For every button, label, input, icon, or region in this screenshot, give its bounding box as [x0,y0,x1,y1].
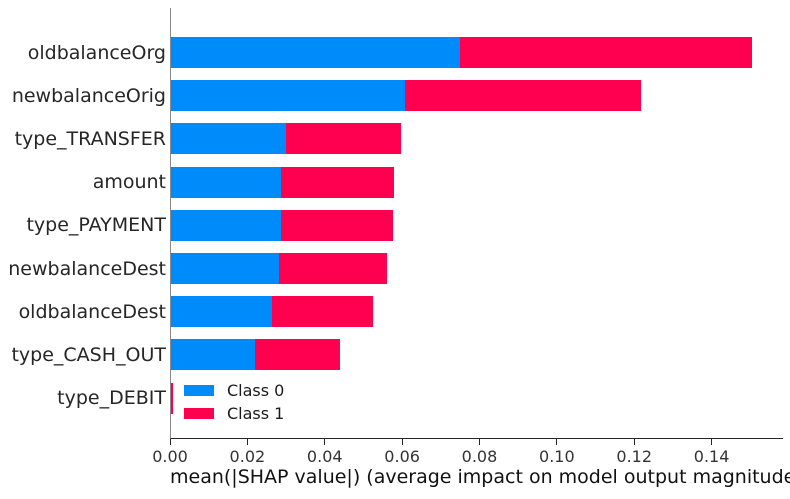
bar-segment-class-1-type_TRANSFER [285,123,402,155]
bar-segment-class-0-newbalanceDest [171,253,280,284]
bar-segment-class-1-newbalanceDest [279,253,388,284]
x-tick-mark [246,439,248,445]
legend-item-class-1: Class 1 [184,403,285,423]
x-tick-mark [478,439,480,445]
x-tick-label: 0.12 [616,447,653,466]
x-tick-mark [401,439,403,445]
x-tick-label: 0.08 [461,447,498,466]
legend-swatch-class-0-icon [184,384,214,396]
bar-segment-class-1-newbalanceOrig [405,80,641,112]
bar-segment-class-0-type_CASH_OUT [171,339,256,371]
bar-row-type_DEBIT [171,382,783,414]
bar-row-newbalanceOrig [171,80,783,112]
bar-row-oldbalanceDest [171,296,783,328]
x-tick-label: 0.00 [152,447,188,466]
x-tick-label: 0.04 [306,447,343,466]
legend-item-class-0: Class 0 [184,380,285,400]
bar-row-type_PAYMENT [171,209,783,241]
bar-row-amount [171,166,783,198]
x-tick-mark [169,439,171,445]
bar-segment-class-1-type_DEBIT [171,382,174,414]
x-tick-label: 0.14 [693,447,730,466]
x-tick-label: 0.02 [229,447,266,466]
bar-segment-class-0-newbalanceOrig [171,80,406,112]
bar-segment-class-1-oldbalanceOrg [459,37,753,68]
x-tick-mark [711,439,713,445]
y-tick-label-type_CASH_OUT: type_CASH_OUT [11,343,166,366]
legend-swatch-class-1-icon [184,407,214,419]
y-tick-label-amount: amount [92,171,166,194]
y-tick-label-newbalanceOrig: newbalanceOrig [11,84,166,107]
y-tick-label-type_DEBIT: type_DEBIT [57,387,166,410]
x-tick-mark [324,439,326,445]
y-tick-label-oldbalanceOrg: oldbalanceOrg [27,41,166,64]
bar-segment-class-0-oldbalanceDest [171,296,272,328]
bar-segment-class-1-type_PAYMENT [280,209,394,241]
legend-label-class-0: Class 0 [227,380,285,400]
bar-row-type_TRANSFER [171,123,783,155]
bar-segment-class-0-oldbalanceOrg [171,37,460,68]
bar-segment-class-1-amount [281,166,394,198]
plot-area [170,8,783,439]
bar-segment-class-0-type_TRANSFER [171,123,286,155]
x-axis-label: mean(|SHAP value|) (average impact on mo… [170,466,790,488]
x-tick-mark [556,439,558,445]
bar-segment-class-0-amount [171,166,282,198]
y-tick-label-type_PAYMENT: type_PAYMENT [26,214,166,237]
bar-row-type_CASH_OUT [171,339,783,371]
y-tick-label-newbalanceDest: newbalanceDest [8,257,166,280]
bar-segment-class-1-oldbalanceDest [271,296,374,328]
y-tick-label-type_TRANSFER: type_TRANSFER [14,127,166,150]
legend: Class 0 Class 1 [184,380,285,423]
bar-row-oldbalanceOrg [171,37,783,68]
y-tick-label-oldbalanceDest: oldbalanceDest [18,300,166,323]
bar-row-newbalanceDest [171,253,783,284]
x-tick-label: 0.10 [539,447,575,466]
bar-segment-class-1-type_CASH_OUT [255,339,341,371]
x-tick-label: 0.06 [384,447,420,466]
legend-label-class-1: Class 1 [227,403,285,423]
bar-segment-class-0-type_PAYMENT [171,209,281,241]
x-tick-mark [633,439,635,445]
